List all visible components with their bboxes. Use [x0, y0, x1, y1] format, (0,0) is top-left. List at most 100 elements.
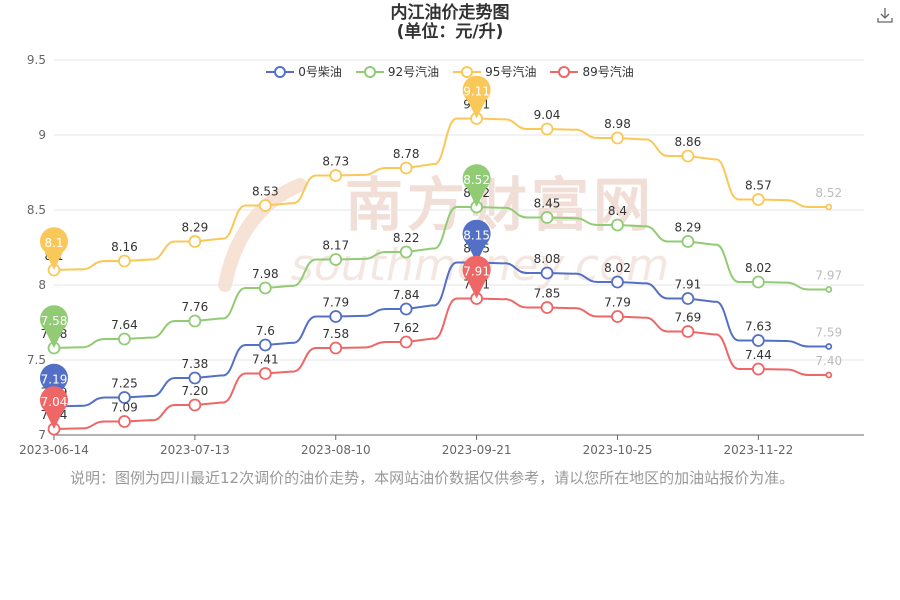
data-point: [681, 325, 695, 338]
data-label: 8.53: [252, 185, 279, 199]
data-point: [188, 371, 202, 385]
data-point: [399, 161, 413, 175]
pin-label: 7.04: [41, 395, 68, 409]
data-point: [611, 310, 624, 323]
x-tick-label: 2023-06-14: [19, 443, 89, 457]
data-label: 7.41: [252, 353, 279, 367]
data-label: 8.22: [393, 231, 420, 245]
legend-item[interactable]: 92号汽油: [355, 63, 439, 80]
data-label: 7.58: [322, 327, 349, 341]
data-label: 8.57: [745, 179, 772, 193]
data-point: [751, 193, 765, 206]
data-label: 8.4: [608, 204, 627, 218]
data-point: [611, 131, 624, 145]
data-point: [118, 415, 131, 428]
data-point: [118, 332, 131, 346]
chart-title-unit: (单位：元/升): [396, 22, 504, 42]
data-point: [681, 235, 695, 248]
data-point: [329, 341, 343, 355]
data-point: [611, 218, 624, 232]
pin-marker: [40, 227, 68, 270]
data-label: 7.63: [745, 320, 772, 334]
data-label: 7.85: [534, 287, 561, 301]
data-point: [751, 362, 765, 376]
data-point: [540, 211, 554, 224]
data-point: [825, 203, 833, 211]
data-label: 8.02: [745, 261, 772, 275]
data-label: 7.40: [815, 354, 842, 368]
legend-item[interactable]: 0号柴油: [266, 63, 342, 80]
y-tick-label: 9: [38, 128, 46, 142]
data-label: 7.44: [745, 348, 772, 362]
data-point: [399, 335, 413, 349]
x-tick-label: 2023-08-10: [301, 443, 371, 457]
data-label: 7.98: [252, 267, 279, 281]
data-point: [118, 254, 131, 268]
watermark-text: 南方财富网: [345, 171, 655, 239]
data-point: [751, 275, 765, 289]
legend-label: 95号汽油: [485, 65, 537, 79]
data-label: 8.08: [534, 252, 561, 266]
pin-marker: [462, 219, 491, 263]
data-label: 7.91: [675, 278, 702, 292]
pin-label: 7.58: [41, 314, 68, 328]
legend-item[interactable]: 89号汽油: [550, 63, 634, 80]
pin-label: 8.15: [463, 229, 490, 243]
x-tick-label: 2023-11-22: [723, 443, 793, 457]
data-point: [681, 149, 695, 163]
legend-item[interactable]: 95号汽油: [453, 63, 536, 80]
x-tick-label: 2023-10-25: [583, 443, 653, 457]
legend-swatch: [550, 65, 579, 78]
data-point: [751, 334, 765, 347]
y-tick-label: 8.5: [27, 203, 46, 217]
data-label: 7.69: [675, 311, 702, 325]
series-3: 7.04 7.09 7.20 7.41 7.58 7.62 7.91 7.85 7.79 7.69…: [40, 255, 842, 436]
watermark-swoosh: [218, 178, 307, 292]
data-label: 7.84: [393, 288, 420, 302]
data-label: 8.86: [675, 135, 702, 149]
data-label: 7.76: [182, 300, 209, 314]
chart-title: 内江油价走势图 (单位：元/升): [0, 4, 900, 42]
data-label: 7.64: [111, 318, 138, 332]
pin-marker: [462, 255, 491, 299]
legend-label: 89号汽油: [582, 65, 634, 79]
data-point: [258, 281, 272, 295]
y-tick-label: 8: [38, 278, 46, 292]
data-label: 7.38: [182, 357, 209, 371]
data-point: [188, 235, 202, 248]
data-point: [540, 266, 554, 280]
data-point: [329, 253, 343, 266]
download-icon-glyph: [877, 8, 893, 23]
pin-label: 8.1: [44, 236, 63, 250]
pin-label: 7.19: [41, 373, 68, 387]
data-label: 8.98: [604, 117, 631, 131]
data-label: 7.59: [815, 326, 842, 340]
chart-title-main: 内江油价走势图: [390, 3, 510, 23]
series-0: 7.19 7.25 7.38 7.6 7.79 7.84 8.15 8.08 8.02 7.91 7…: [40, 219, 842, 413]
data-point: [118, 391, 131, 404]
y-tick-label: 7: [38, 428, 46, 442]
data-label: 8.17: [322, 239, 349, 253]
data-point: [611, 275, 624, 289]
series-1: 7.58 7.64 7.76 7.98 8.17 8.22 8.52 8.45 8.4 8.29 8…: [40, 164, 842, 355]
data-label: 8.29: [675, 221, 702, 235]
series-2: 8.1 8.16 8.29 8.53 8.73 8.78 9.11 9.04 8.98 8.86 8…: [40, 75, 842, 277]
data-label: 7.79: [322, 296, 349, 310]
data-label: 8.45: [534, 197, 561, 211]
pin-marker: [462, 164, 491, 207]
data-label: 7.20: [182, 384, 209, 398]
data-label: 7.09: [111, 401, 138, 415]
download-icon[interactable]: [876, 6, 894, 24]
pin-label: 9.11: [463, 85, 490, 99]
data-label: 7.6: [256, 324, 275, 338]
y-tick-label: 9.5: [27, 53, 46, 67]
data-point: [258, 199, 272, 212]
data-label: 8.52: [815, 186, 842, 200]
series-line: [53, 117, 829, 271]
data-point: [681, 292, 695, 305]
data-point: [188, 314, 202, 328]
x-tick-label: 2023-07-13: [160, 443, 230, 457]
data-point: [258, 367, 272, 380]
data-point: [258, 338, 272, 352]
